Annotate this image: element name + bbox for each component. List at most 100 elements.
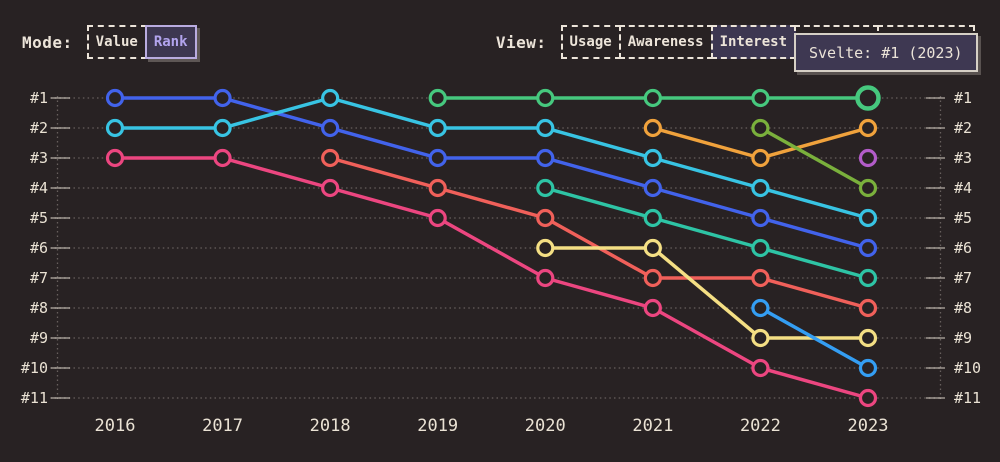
year-label: 2022 bbox=[740, 416, 781, 436]
data-point-yellow[interactable] bbox=[536, 238, 555, 258]
data-point-red-salmon[interactable] bbox=[536, 208, 555, 228]
view-label: View: bbox=[495, 32, 547, 52]
rank-label-left: #4 bbox=[30, 179, 48, 197]
data-point-pink[interactable] bbox=[213, 148, 232, 168]
chart-tooltip: Svelte: #1 (2023) bbox=[794, 33, 978, 72]
rank-label-left: #8 bbox=[30, 299, 48, 317]
mode-segmented-control: Value Rank bbox=[86, 25, 197, 59]
year-label: 2016 bbox=[95, 416, 136, 436]
rank-label-right: #9 bbox=[954, 329, 972, 347]
rank-label-right: #10 bbox=[954, 359, 981, 377]
data-point-pink[interactable] bbox=[428, 208, 447, 228]
data-point-orange[interactable] bbox=[858, 118, 878, 138]
rank-label-left: #10 bbox=[21, 359, 48, 377]
year-label: 2021 bbox=[632, 416, 673, 436]
data-point-sky-blue[interactable] bbox=[858, 358, 878, 378]
data-point-teal[interactable] bbox=[858, 268, 878, 288]
data-point-royal-blue[interactable] bbox=[858, 238, 878, 258]
year-label: 2023 bbox=[848, 416, 889, 436]
series-line-red-salmon bbox=[328, 156, 870, 310]
data-point-spring-green[interactable] bbox=[751, 88, 770, 108]
data-point-pink[interactable] bbox=[858, 388, 878, 408]
rank-label-right: #5 bbox=[954, 209, 972, 227]
data-point-spring-green[interactable] bbox=[428, 88, 447, 108]
data-point-cyan[interactable] bbox=[858, 208, 878, 228]
data-point-yellow[interactable] bbox=[751, 328, 770, 348]
data-point-royal-blue[interactable] bbox=[105, 88, 125, 108]
rank-label-left: #9 bbox=[30, 329, 48, 347]
year-label: 2019 bbox=[417, 416, 458, 436]
mode-option-rank[interactable]: Rank bbox=[144, 25, 197, 59]
view-option-awareness[interactable]: Awareness bbox=[618, 25, 713, 59]
series-line-teal bbox=[543, 186, 870, 280]
view-option-usage[interactable]: Usage bbox=[560, 25, 621, 59]
data-point-royal-blue[interactable] bbox=[751, 208, 770, 228]
data-point-royal-blue[interactable] bbox=[643, 178, 662, 198]
data-point-cyan[interactable] bbox=[536, 118, 555, 138]
series-line-sky-blue bbox=[758, 306, 870, 370]
data-point-cyan[interactable] bbox=[213, 118, 232, 138]
data-point-purple[interactable] bbox=[858, 148, 878, 168]
year-label: 2017 bbox=[202, 416, 243, 436]
data-point-cyan[interactable] bbox=[751, 178, 770, 198]
data-point-teal[interactable] bbox=[643, 208, 662, 228]
view-option-interest[interactable]: Interest bbox=[710, 25, 796, 59]
data-point-pink[interactable] bbox=[321, 178, 340, 198]
data-point-red-salmon[interactable] bbox=[321, 148, 340, 168]
rank-label-left: #2 bbox=[30, 119, 48, 137]
mode-toggle-group: Mode: Value Rank bbox=[22, 25, 197, 59]
data-point-pink[interactable] bbox=[643, 298, 662, 318]
rank-label-left: #1 bbox=[30, 89, 48, 107]
data-point-olive-green[interactable] bbox=[751, 118, 770, 138]
year-label: 2018 bbox=[310, 416, 351, 436]
data-point-royal-blue[interactable] bbox=[213, 88, 232, 108]
rank-label-left: #3 bbox=[30, 149, 48, 167]
data-point-red-salmon[interactable] bbox=[751, 268, 770, 288]
rank-label-left: #6 bbox=[30, 239, 48, 257]
series-line-royal-blue bbox=[113, 96, 870, 250]
rank-label-right: #7 bbox=[954, 269, 972, 287]
chart-tooltip-text: Svelte: #1 (2023) bbox=[809, 43, 963, 62]
data-point-spring-green[interactable] bbox=[643, 88, 662, 108]
data-point-orange[interactable] bbox=[643, 118, 662, 138]
data-point-highlighted-spring-green[interactable] bbox=[855, 85, 881, 111]
mode-option-value[interactable]: Value bbox=[86, 25, 147, 59]
year-label: 2020 bbox=[525, 416, 566, 436]
data-point-royal-blue[interactable] bbox=[428, 148, 447, 168]
data-point-spring-green[interactable] bbox=[536, 88, 555, 108]
data-point-royal-blue[interactable] bbox=[321, 118, 340, 138]
data-point-red-salmon[interactable] bbox=[643, 268, 662, 288]
data-point-cyan[interactable] bbox=[321, 88, 340, 108]
data-point-red-salmon[interactable] bbox=[858, 298, 878, 318]
rank-label-right: #4 bbox=[954, 179, 972, 197]
data-point-sky-blue[interactable] bbox=[751, 298, 770, 318]
series-line-pink bbox=[113, 156, 870, 400]
data-point-royal-blue[interactable] bbox=[536, 148, 555, 168]
data-point-yellow[interactable] bbox=[643, 238, 662, 258]
rank-label-left: #7 bbox=[30, 269, 48, 287]
data-point-red-salmon[interactable] bbox=[428, 178, 447, 198]
rank-label-right: #8 bbox=[954, 299, 972, 317]
rank-label-left: #11 bbox=[21, 389, 48, 407]
rank-label-right: #3 bbox=[954, 149, 972, 167]
data-point-cyan[interactable] bbox=[643, 148, 662, 168]
data-point-cyan[interactable] bbox=[105, 118, 125, 138]
rank-label-right: #11 bbox=[954, 389, 981, 407]
data-point-teal[interactable] bbox=[536, 178, 555, 198]
header: Mode: Value Rank View: Usage Awareness I… bbox=[0, 0, 1000, 80]
data-point-teal[interactable] bbox=[751, 238, 770, 258]
data-point-orange[interactable] bbox=[751, 148, 770, 168]
rank-label-right: #6 bbox=[954, 239, 972, 257]
data-point-pink[interactable] bbox=[751, 358, 770, 378]
data-point-olive-green[interactable] bbox=[858, 178, 878, 198]
data-point-pink[interactable] bbox=[105, 148, 125, 168]
data-point-yellow[interactable] bbox=[858, 328, 878, 348]
rank-label-left: #5 bbox=[30, 209, 48, 227]
data-point-cyan[interactable] bbox=[428, 118, 447, 138]
rank-label-right: #1 bbox=[954, 89, 972, 107]
series-line-olive-green bbox=[758, 126, 870, 190]
data-point-pink[interactable] bbox=[536, 268, 555, 288]
rank-label-right: #2 bbox=[954, 119, 972, 137]
